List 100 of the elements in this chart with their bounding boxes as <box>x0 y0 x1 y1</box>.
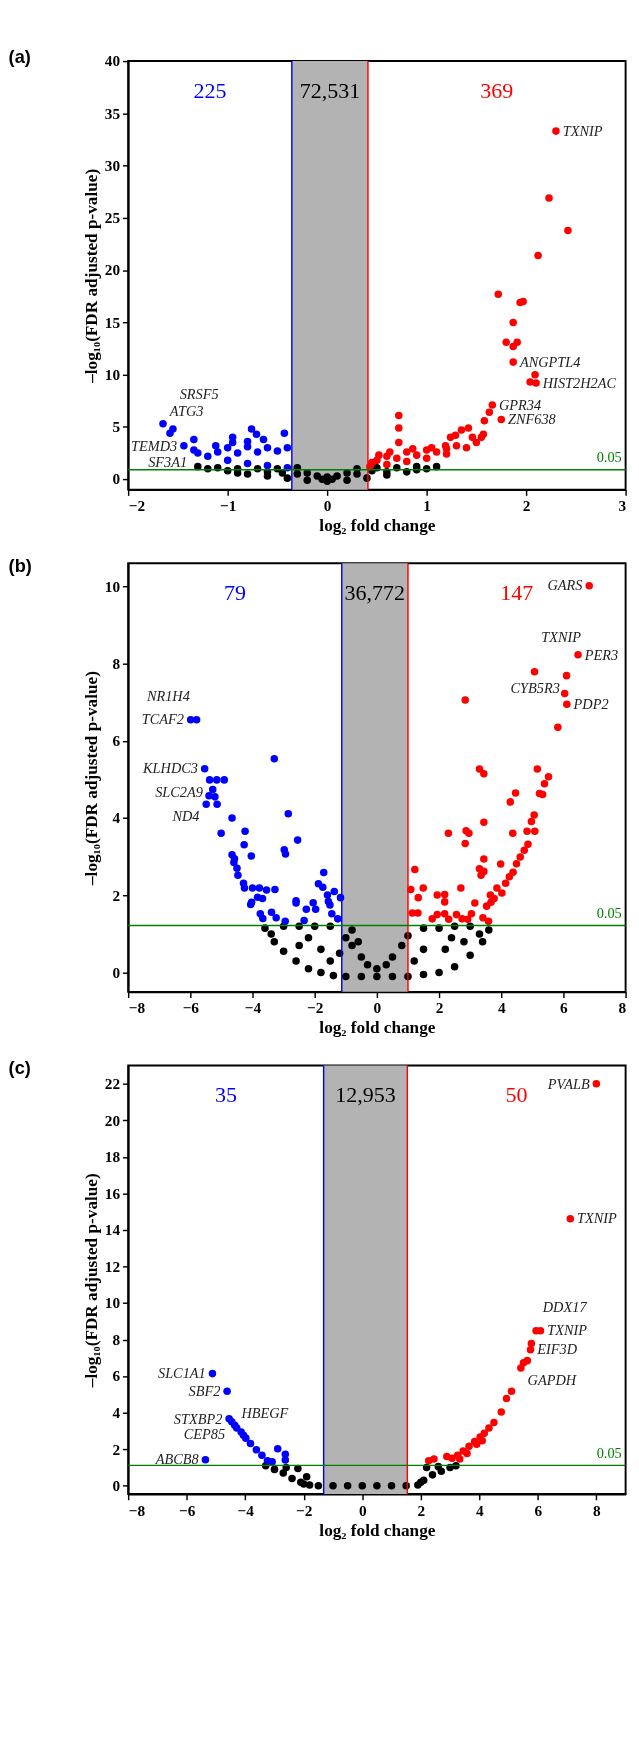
x-tick-label: 2 <box>435 999 444 1017</box>
annotation: 225 <box>193 77 227 103</box>
annotation: TXNIP <box>547 1322 588 1339</box>
annotation: 369 <box>480 77 514 103</box>
annotation: GAPDH <box>527 1372 577 1389</box>
annotation: CEP85 <box>183 1425 226 1442</box>
annotation: SF3A1 <box>148 454 188 471</box>
annotation: SLC2A9 <box>155 784 203 801</box>
x-tick-label: 4 <box>475 1501 484 1519</box>
y-tick-label: 20 <box>104 1111 121 1129</box>
annotation: NR1H4 <box>145 688 190 705</box>
y-tick-label: 15 <box>104 313 121 331</box>
annotation: 0.05 <box>596 1444 622 1461</box>
annotation: 147 <box>500 579 534 605</box>
chart-title: (c) <box>8 1058 31 1079</box>
annotation: 79 <box>223 579 246 605</box>
annotation: KLHDC3 <box>142 760 198 777</box>
annotation: EIF3D <box>536 1341 578 1358</box>
chart-title: (a) <box>8 46 31 67</box>
annotation: SRSF5 <box>179 386 219 403</box>
annotation: SLC1A1 <box>157 1365 206 1382</box>
x-tick-label: 3 <box>618 497 627 515</box>
chart-title: (b) <box>8 556 32 577</box>
annotation: 72,531 <box>299 77 361 103</box>
y-tick-label: 4 <box>112 809 121 827</box>
annotation: 36,772 <box>344 579 406 605</box>
x-tick-label: 8 <box>618 999 627 1017</box>
x-tick-label: 0 <box>373 999 382 1017</box>
x-tick-label: 0 <box>358 1501 367 1519</box>
x-tick-label: −2 <box>296 1501 313 1519</box>
y-tick-label: 0 <box>112 963 121 981</box>
y-tick-label: 16 <box>104 1184 121 1202</box>
annotation: HBEGF <box>240 1404 289 1421</box>
x-tick-label: 1 <box>423 497 431 515</box>
annotation: TXNIP <box>541 629 582 646</box>
annotation: GPR34 <box>498 396 542 413</box>
x-tick-label: 6 <box>560 999 569 1017</box>
x-tick-label: −1 <box>219 497 237 515</box>
y-tick-label: 0 <box>112 470 121 488</box>
x-tick-label: 8 <box>593 1501 601 1519</box>
annotation: ZNF638 <box>507 411 556 428</box>
x-tick-label: 6 <box>534 1501 543 1519</box>
y-tick-label: 20 <box>104 261 121 279</box>
y-tick-label: 40 <box>104 52 121 70</box>
annotation: TXNIP <box>577 1210 618 1227</box>
annotation: PDP2 <box>572 695 609 712</box>
y-axis-title: –log₁₀(FDR adjusted p-value) <box>82 671 102 886</box>
annotation: SBF2 <box>188 1382 221 1399</box>
annotation: TXNIP <box>562 122 603 139</box>
y-tick-label: 22 <box>104 1075 121 1093</box>
y-tick-label: 18 <box>104 1148 121 1166</box>
x-tick-label: 2 <box>417 1501 426 1519</box>
y-tick-label: 6 <box>112 732 121 750</box>
y-tick-label: 5 <box>112 418 121 436</box>
y-tick-label: 2 <box>112 1440 121 1458</box>
annotation: ATG3 <box>168 403 204 420</box>
x-tick-label: −4 <box>244 999 262 1017</box>
annotation: STXBP2 <box>173 1410 223 1427</box>
x-tick-label: 2 <box>522 497 531 515</box>
x-tick-label: 0 <box>323 497 332 515</box>
y-tick-label: 0 <box>112 1477 121 1495</box>
x-tick-label: −6 <box>182 999 200 1017</box>
annotation: 0.05 <box>596 904 622 921</box>
y-tick-label: 10 <box>104 365 121 383</box>
annotation: TEMD3 <box>131 437 178 454</box>
annotation: 12,953 <box>335 1082 396 1108</box>
annotation: 35 <box>214 1082 237 1108</box>
annotation: CYB5R3 <box>510 679 560 696</box>
annotation: DDX17 <box>541 1299 588 1316</box>
annotation: TCAF2 <box>141 711 184 728</box>
x-tick-label: 4 <box>497 999 506 1017</box>
x-tick-label: −4 <box>237 1501 255 1519</box>
y-tick-label: 8 <box>112 654 121 672</box>
y-tick-label: 14 <box>104 1221 121 1239</box>
y-tick-label: 30 <box>104 156 121 174</box>
annotation: 0.05 <box>596 449 622 466</box>
annotation: HIST2H2AC <box>541 374 617 391</box>
annotation: ABCB8 <box>154 1451 199 1468</box>
annotation: ND4 <box>171 808 200 825</box>
annotation: PER3 <box>583 646 619 663</box>
annotation: PVALB <box>546 1075 590 1092</box>
x-tick-label: −6 <box>178 1501 196 1519</box>
x-tick-label: −2 <box>128 497 146 515</box>
x-axis-title: log₂ fold change <box>319 1520 436 1540</box>
y-tick-label: 6 <box>112 1367 121 1385</box>
y-tick-label: 2 <box>112 886 121 904</box>
y-tick-label: 4 <box>112 1403 121 1421</box>
annotation: GARS <box>547 577 583 594</box>
y-tick-label: 12 <box>104 1257 121 1275</box>
y-axis-title: –log₁₀(FDR adjusted p-value) <box>82 168 102 384</box>
x-tick-label: −2 <box>307 999 324 1017</box>
y-tick-label: 10 <box>104 577 121 595</box>
x-axis-title: log₂ fold change <box>319 516 436 536</box>
x-tick-label: −8 <box>128 999 146 1017</box>
x-tick-label: −8 <box>128 1501 146 1519</box>
x-axis-title: log₂ fold change <box>319 1018 436 1038</box>
annotation: ANGPTL4 <box>518 353 581 370</box>
y-tick-label: 25 <box>104 209 121 227</box>
y-axis-title: –log₁₀(FDR adjusted p-value) <box>82 1173 102 1389</box>
y-tick-label: 8 <box>112 1330 121 1348</box>
